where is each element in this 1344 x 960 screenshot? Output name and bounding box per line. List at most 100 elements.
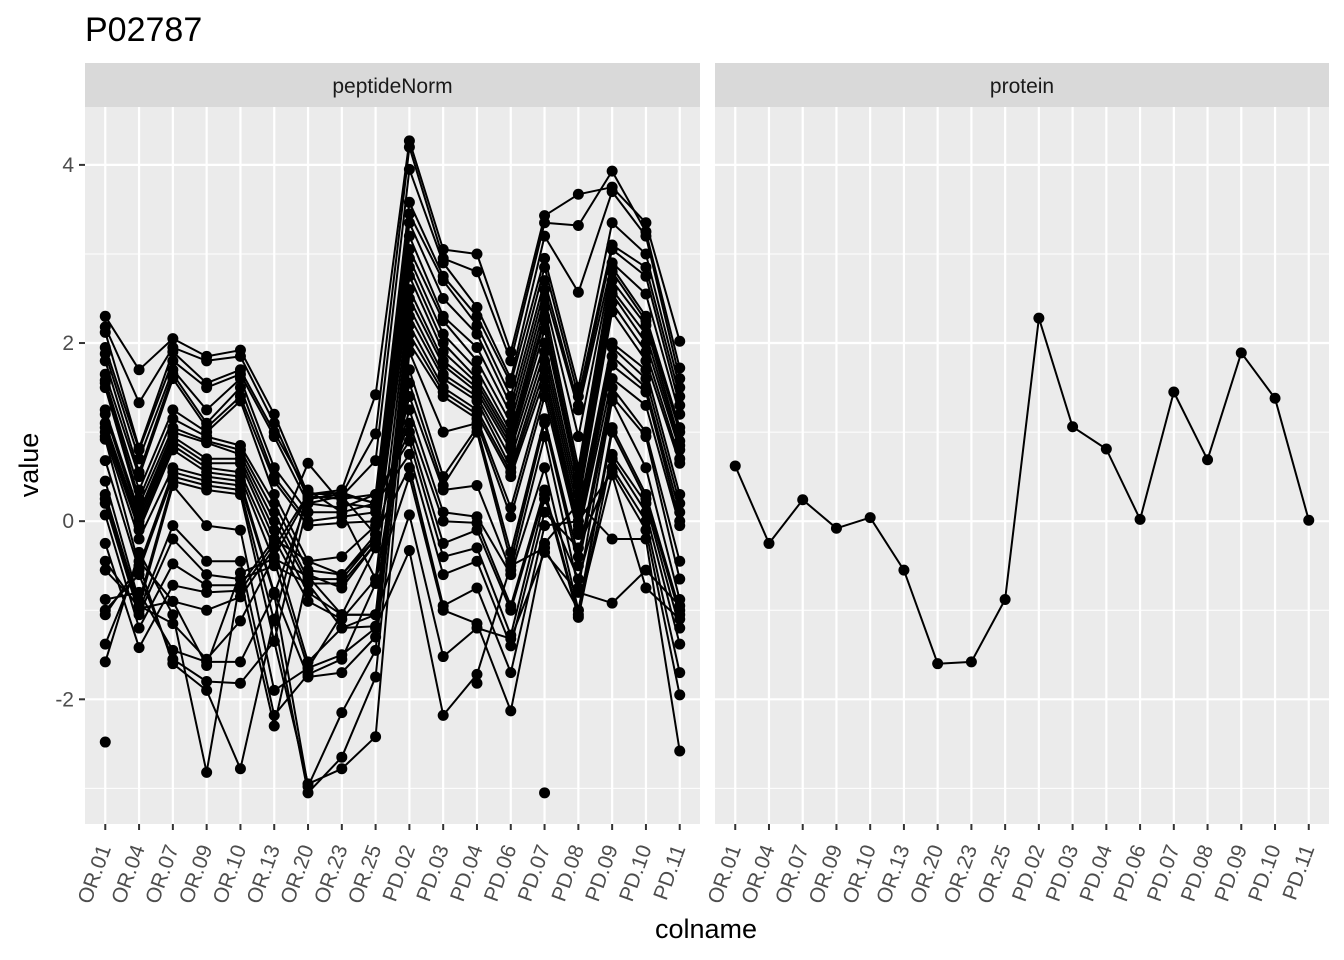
data-point-peptideNorm <box>471 555 483 567</box>
data-point-peptideNorm <box>539 261 551 273</box>
series-line-peptideNorm-28 <box>104 475 681 770</box>
series-line-peptideNorm-19 <box>104 368 681 692</box>
series-line-peptideNorm-3 <box>104 201 681 509</box>
data-point-peptideNorm <box>606 275 618 287</box>
data-point-peptideNorm <box>437 390 449 402</box>
data-point-peptideNorm <box>674 573 686 585</box>
data-point-peptideNorm <box>370 529 382 541</box>
data-point-peptideNorm <box>336 653 348 665</box>
data-point-peptideNorm <box>640 337 652 349</box>
data-point-peptideNorm <box>268 720 280 732</box>
data-point-peptideNorm <box>403 230 415 242</box>
series-line-peptideNorm-2 <box>104 168 681 498</box>
data-point-peptideNorm <box>201 404 213 416</box>
data-point-peptideNorm <box>403 509 415 521</box>
data-point-peptideNorm <box>99 594 111 606</box>
data-point-peptideNorm <box>539 275 551 287</box>
data-point-peptideNorm <box>674 506 686 518</box>
data-point-peptideNorm <box>606 395 618 407</box>
data-point-peptideNorm <box>606 165 618 177</box>
data-point-protein <box>1235 347 1247 359</box>
data-point-peptideNorm <box>437 506 449 518</box>
data-point-peptideNorm <box>606 469 618 481</box>
data-point-peptideNorm <box>539 417 551 429</box>
data-point-peptideNorm <box>268 431 280 443</box>
data-point-peptideNorm <box>201 484 213 496</box>
data-point-peptideNorm <box>539 292 551 304</box>
data-point-peptideNorm <box>640 462 652 474</box>
data-point-peptideNorm <box>336 569 348 581</box>
data-point-peptideNorm <box>437 244 449 256</box>
data-point-peptideNorm <box>133 569 145 581</box>
data-point-protein <box>1100 443 1112 455</box>
data-point-peptideNorm <box>572 506 584 518</box>
data-point-peptideNorm <box>201 675 213 687</box>
data-point-peptideNorm <box>201 355 213 367</box>
data-point-peptideNorm <box>268 515 280 527</box>
series-line-peptideNorm-0 <box>104 139 681 496</box>
data-point-peptideNorm <box>539 493 551 505</box>
data-point-peptideNorm <box>606 533 618 545</box>
data-point-peptideNorm <box>674 600 686 612</box>
data-point-peptideNorm <box>539 506 551 518</box>
data-point-peptideNorm <box>505 569 517 581</box>
data-point-peptideNorm <box>471 677 483 689</box>
data-point-peptideNorm <box>539 520 551 532</box>
series-line-peptideNorm-12 <box>104 297 681 621</box>
data-point-peptideNorm <box>403 426 415 438</box>
data-point-peptideNorm <box>539 346 551 358</box>
series-line-peptideNorm-27 <box>104 466 681 696</box>
data-point-peptideNorm <box>640 524 652 536</box>
data-point-peptideNorm <box>403 208 415 220</box>
data-point-peptideNorm <box>437 275 449 287</box>
data-point-peptideNorm <box>234 555 246 567</box>
data-point-peptideNorm <box>674 488 686 500</box>
data-point-peptideNorm <box>234 615 246 627</box>
data-point-peptideNorm <box>133 622 145 634</box>
data-point-peptideNorm <box>234 656 246 668</box>
data-point-peptideNorm <box>234 488 246 500</box>
data-point-peptideNorm <box>99 736 111 748</box>
data-point-peptideNorm <box>370 631 382 643</box>
data-point-peptideNorm <box>674 373 686 385</box>
data-point-peptideNorm <box>403 364 415 376</box>
data-point-peptideNorm <box>572 480 584 492</box>
series-points-layer <box>99 135 1315 799</box>
data-point-peptideNorm <box>471 248 483 260</box>
data-point-peptideNorm <box>268 684 280 696</box>
data-point-peptideNorm <box>606 597 618 609</box>
data-point-peptideNorm <box>302 555 314 567</box>
data-point-peptideNorm <box>471 668 483 680</box>
data-point-peptideNorm <box>370 455 382 467</box>
data-point-peptideNorm <box>640 564 652 576</box>
data-point-peptideNorm <box>370 731 382 743</box>
panel-protein: protein <box>715 63 1329 824</box>
series-line-peptideNorm-29 <box>104 513 681 667</box>
data-point-peptideNorm <box>167 333 179 345</box>
data-point-peptideNorm <box>133 586 145 598</box>
data-point-peptideNorm <box>133 546 145 558</box>
data-point-peptideNorm <box>201 604 213 616</box>
series-line-peptideNorm-17 <box>104 342 681 794</box>
data-point-peptideNorm <box>403 196 415 208</box>
data-point-peptideNorm <box>403 270 415 282</box>
data-point-peptideNorm <box>336 751 348 763</box>
data-point-peptideNorm <box>403 435 415 447</box>
data-point-peptideNorm <box>539 315 551 327</box>
strip-label-protein: protein <box>990 75 1054 98</box>
strip-background-protein <box>715 63 1329 107</box>
data-point-peptideNorm <box>539 373 551 385</box>
data-point-peptideNorm <box>336 763 348 775</box>
data-point-peptideNorm <box>268 462 280 474</box>
data-point-peptideNorm <box>640 582 652 594</box>
strip-label-peptidenorm: peptideNorm <box>332 75 452 98</box>
data-point-peptideNorm <box>403 462 415 474</box>
data-point-peptideNorm <box>336 609 348 621</box>
data-point-peptideNorm <box>201 382 213 394</box>
data-point-peptideNorm <box>640 506 652 518</box>
data-point-peptideNorm <box>640 364 652 376</box>
data-point-peptideNorm <box>234 763 246 775</box>
data-point-peptideNorm <box>403 404 415 416</box>
data-point-peptideNorm <box>403 471 415 483</box>
